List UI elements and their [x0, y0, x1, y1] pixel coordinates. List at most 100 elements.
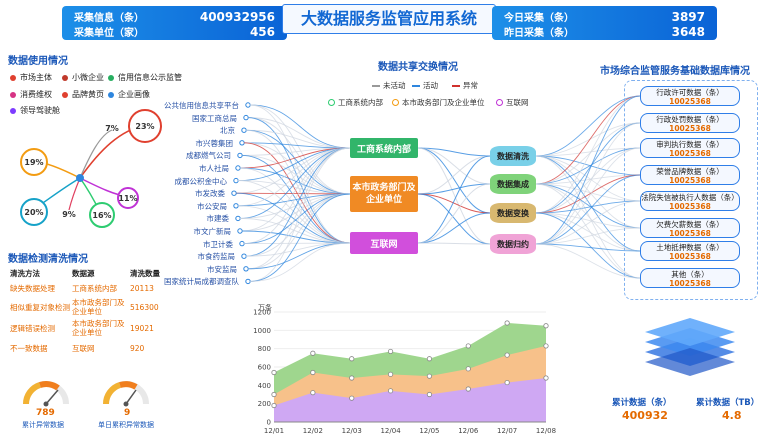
source-node	[239, 240, 245, 247]
legend-item[interactable]: 信用信息公示监管	[108, 72, 182, 83]
x-tick-label: 12/08	[536, 427, 556, 435]
source-label[interactable]: 国家工商总局	[192, 113, 237, 123]
data-point[interactable]	[387, 348, 394, 355]
data-point[interactable]	[349, 395, 355, 401]
data-point[interactable]	[349, 356, 355, 362]
data-point[interactable]	[387, 371, 394, 377]
data-point[interactable]	[310, 390, 316, 396]
source-label[interactable]: 北京	[220, 126, 235, 136]
market-card[interactable]: 行政许可数据（条） 10025368	[640, 86, 740, 106]
data-point[interactable]	[387, 388, 394, 394]
y-tick-label: 0	[267, 419, 271, 427]
stack-layers-icon	[645, 318, 735, 376]
table-cell: 缺失数据处理	[10, 284, 55, 293]
stage-cylinder[interactable]: 数据归约	[490, 234, 536, 254]
legend-label: 消费维权	[20, 90, 52, 99]
category-box[interactable]: 互联网	[350, 232, 418, 254]
data-point[interactable]	[465, 386, 471, 392]
card-value: 10025368	[669, 229, 711, 238]
stat-value: 3897	[671, 9, 705, 24]
category-legend-item[interactable]: 互联网	[496, 97, 529, 108]
source-node	[235, 215, 241, 222]
legend-item[interactable]: 市场主体	[10, 72, 52, 83]
stat-value: 400932956	[199, 9, 275, 24]
legend-item[interactable]: 领导驾驶舱	[10, 105, 60, 116]
data-point[interactable]	[543, 375, 549, 381]
source-label[interactable]: 市公安局	[197, 201, 227, 211]
source-label[interactable]: 公共信用信息共享平台	[164, 101, 239, 110]
card-label: 法院失信被执行人数据（条）	[641, 193, 739, 202]
legend-dot-icon	[62, 91, 68, 98]
status-legend-item[interactable]: 活动	[412, 80, 438, 91]
source-label[interactable]: 市人社局	[199, 164, 229, 173]
market-card[interactable]: 土地抵押数据（条） 10025368	[640, 241, 740, 261]
source-label[interactable]: 成都燃气公司	[186, 151, 231, 161]
stat-value: 3648	[671, 24, 705, 39]
data-point[interactable]	[465, 343, 471, 349]
source-node	[243, 266, 249, 272]
category-box[interactable]: 本市政务部门及企业单位	[350, 176, 418, 212]
data-point[interactable]	[310, 369, 316, 376]
source-label[interactable]: 成都公积金中心	[174, 176, 228, 186]
data-point[interactable]	[271, 391, 277, 398]
stage-cylinder[interactable]: 数据清洗	[490, 146, 536, 166]
usage-title: 数据使用情况	[8, 56, 68, 67]
stage-cylinder[interactable]: 数据集成	[490, 174, 536, 194]
data-point[interactable]	[271, 369, 277, 376]
data-point[interactable]	[504, 320, 510, 326]
data-point[interactable]	[504, 379, 510, 386]
card-value: 10025368	[669, 176, 711, 185]
legend-item[interactable]: 小微企业	[62, 72, 104, 83]
data-point[interactable]	[271, 402, 277, 409]
source-label[interactable]: 市建委	[206, 214, 230, 224]
data-point[interactable]	[426, 356, 433, 362]
source-label[interactable]: 市文广新局	[193, 227, 232, 236]
data-point[interactable]	[465, 366, 471, 372]
data-point[interactable]	[543, 323, 549, 329]
market-card[interactable]: 荣誉品牌数据（条） 10025368	[640, 165, 740, 185]
source-label[interactable]: 市兴蓉集团	[195, 138, 234, 148]
legend-item[interactable]: 消费维权	[10, 89, 52, 100]
source-label[interactable]: 国家统计局成都调查队	[164, 277, 239, 287]
market-card[interactable]: 审判执行数据（条） 10025368	[640, 138, 740, 158]
source-label[interactable]: 市安监局	[207, 264, 237, 274]
table-cell: 516300	[130, 303, 159, 312]
source-node	[231, 190, 237, 196]
data-point[interactable]	[310, 350, 316, 356]
data-point[interactable]	[504, 352, 510, 358]
legend-item[interactable]: 企业画像	[108, 89, 150, 100]
circle-icon	[328, 99, 335, 106]
category-legend-item[interactable]: 工商系统内部	[328, 97, 383, 108]
source-label[interactable]: 市食药监局	[197, 252, 236, 262]
stage-cylinder[interactable]: 数据变换	[490, 203, 536, 223]
source-label[interactable]: 市卫计委	[203, 239, 233, 249]
data-point[interactable]	[426, 391, 433, 398]
legend-dot-icon	[108, 74, 114, 81]
market-card[interactable]: 欠费欠薪数据（条） 10025368	[640, 218, 740, 238]
table-cell: 19021	[130, 324, 154, 333]
data-point[interactable]	[426, 373, 433, 379]
market-card[interactable]: 法院失信被执行人数据（条） 10025368	[640, 191, 740, 211]
market-card[interactable]: 行政处罚数据（条） 10025368	[640, 113, 740, 133]
legend-label: 领导驾驶舱	[20, 106, 60, 115]
legend-item[interactable]: 品牌黄页	[62, 89, 104, 100]
category-box[interactable]: 工商系统内部	[350, 138, 418, 158]
market-card[interactable]: 其他（条） 10025368	[640, 268, 740, 288]
category-legend-item[interactable]: 本市政务部门及企业单位	[392, 97, 485, 108]
stat-label: 昨日采集（条）	[504, 28, 574, 39]
stat-label: 采集信息（条）	[74, 13, 144, 24]
source-label[interactable]: 市发改委	[195, 189, 225, 199]
card-value: 10025368	[669, 149, 711, 158]
source-node	[239, 140, 245, 146]
usage-bubble: 11%	[117, 187, 139, 209]
card-value: 10025368	[669, 279, 711, 288]
y-tick-label: 600	[258, 364, 271, 372]
table-cell: 相似重复对象检测	[10, 303, 70, 312]
total-value: 400932	[622, 409, 668, 422]
data-point[interactable]	[543, 343, 549, 349]
table-cell: 工商系统内部	[72, 284, 117, 293]
status-legend-item[interactable]: 未活动	[372, 80, 406, 91]
table-cell: 920	[130, 344, 145, 353]
status-legend-item[interactable]: 异常	[452, 80, 478, 91]
data-point[interactable]	[349, 375, 355, 381]
